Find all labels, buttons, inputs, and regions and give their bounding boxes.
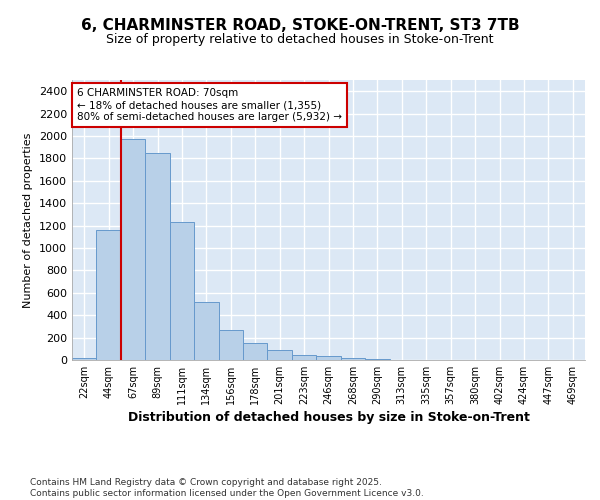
Text: Contains HM Land Registry data © Crown copyright and database right 2025.
Contai: Contains HM Land Registry data © Crown c… bbox=[30, 478, 424, 498]
Bar bbox=[218, 330, 243, 360]
Text: 6 CHARMINSTER ROAD: 70sqm
← 18% of detached houses are smaller (1,355)
80% of se: 6 CHARMINSTER ROAD: 70sqm ← 18% of detac… bbox=[77, 88, 342, 122]
Bar bbox=[170, 222, 194, 360]
Bar bbox=[292, 355, 316, 360]
Bar bbox=[194, 302, 218, 360]
X-axis label: Distribution of detached houses by size in Stoke-on-Trent: Distribution of detached houses by size … bbox=[128, 411, 529, 424]
Bar bbox=[341, 358, 365, 360]
Y-axis label: Number of detached properties: Number of detached properties bbox=[23, 132, 34, 308]
Bar bbox=[145, 153, 170, 360]
Bar bbox=[97, 230, 121, 360]
Text: Size of property relative to detached houses in Stoke-on-Trent: Size of property relative to detached ho… bbox=[106, 32, 494, 46]
Bar bbox=[243, 342, 268, 360]
Bar bbox=[316, 356, 341, 360]
Bar bbox=[268, 350, 292, 360]
Bar bbox=[72, 358, 97, 360]
Text: 6, CHARMINSTER ROAD, STOKE-ON-TRENT, ST3 7TB: 6, CHARMINSTER ROAD, STOKE-ON-TRENT, ST3… bbox=[80, 18, 520, 32]
Bar bbox=[365, 359, 389, 360]
Bar bbox=[121, 140, 145, 360]
